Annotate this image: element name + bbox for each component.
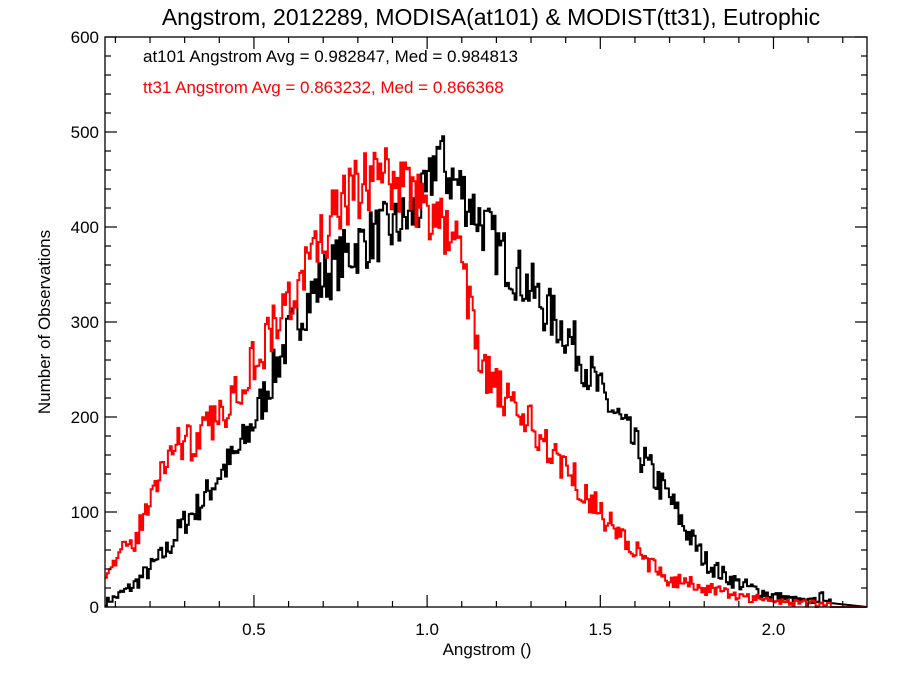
series-line-0 <box>105 135 868 608</box>
y-tick-label: 0 <box>90 598 99 617</box>
y-tick-label: 500 <box>71 123 99 142</box>
tick-marks <box>105 36 867 608</box>
y-tick-label: 300 <box>71 313 99 332</box>
x-axis-label: Angstrom () <box>443 640 532 659</box>
series-group <box>105 135 868 608</box>
plot-frame <box>104 36 868 608</box>
x-tick-label: 0.5 <box>242 620 266 639</box>
series-line-1 <box>105 147 867 608</box>
chart-title: Angstrom, 2012289, MODISA(at101) & MODIS… <box>162 4 820 30</box>
x-tick-label: 1.0 <box>415 620 439 639</box>
x-tick-label: 2.0 <box>762 620 786 639</box>
tick-labels: 0.5 1.0 1.5 2.0 0 100 200 300 400 500 600 <box>71 28 786 639</box>
x-tick-label: 1.5 <box>588 620 612 639</box>
y-tick-label: 200 <box>71 408 99 427</box>
stats-annotation-at101: at101 Angstrom Avg = 0.982847, Med = 0.9… <box>143 47 518 66</box>
stats-annotation-tt31: tt31 Angstrom Avg = 0.863232, Med = 0.86… <box>143 78 504 97</box>
y-tick-label: 100 <box>71 503 99 522</box>
plot-area <box>104 36 868 608</box>
y-axis-label: Number of Observations <box>35 230 54 414</box>
y-tick-label: 400 <box>71 218 99 237</box>
y-tick-label: 600 <box>71 28 99 47</box>
